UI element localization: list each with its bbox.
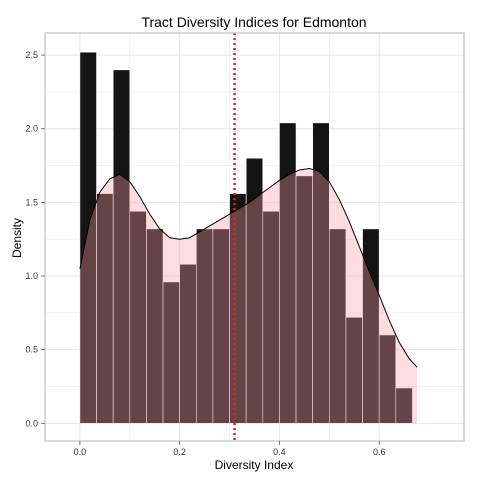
histogram-bar xyxy=(395,387,413,424)
density-curve xyxy=(79,167,418,368)
chart-title: Tract Diversity Indices for Edmonton xyxy=(141,14,366,30)
density-area xyxy=(79,168,418,424)
y-tick-label: 0.5 xyxy=(25,345,38,355)
y-tick-label: 2.0 xyxy=(25,124,38,134)
histogram-bar xyxy=(378,334,397,424)
x-axis-label: Diversity Index xyxy=(215,458,294,472)
y-tick-label: 1.0 xyxy=(25,271,38,281)
y-tick-label: 2.5 xyxy=(25,50,38,60)
histogram-bar xyxy=(362,228,380,424)
x-tick-label: 0.4 xyxy=(273,447,286,457)
histogram-bars xyxy=(79,51,413,424)
x-tick-label: 0.6 xyxy=(373,447,386,457)
panel-border xyxy=(44,32,465,442)
y-axis: 0.0 0.5 1.0 1.5 2.0 2.5 xyxy=(25,50,45,428)
y-tick-label: 1.5 xyxy=(25,197,38,207)
x-axis: 0.0 0.2 0.4 0.6 xyxy=(74,441,386,457)
density-layer xyxy=(79,167,418,424)
x-tick-label: 0.2 xyxy=(173,447,186,457)
y-axis-label: Density xyxy=(10,218,24,258)
y-tick-label: 0.0 xyxy=(25,418,38,428)
x-tick-label: 0.0 xyxy=(74,447,87,457)
